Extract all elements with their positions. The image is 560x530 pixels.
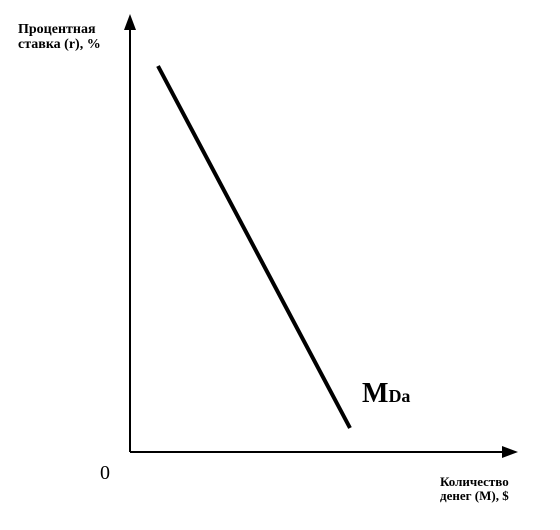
money-demand-chart: Процентная ставка (r), % Количество дене… xyxy=(0,0,560,530)
chart-svg xyxy=(0,0,560,530)
origin-label: 0 xyxy=(100,462,110,484)
curve-label-main: M xyxy=(362,378,388,409)
y-axis-label: Процентная ставка (r), % xyxy=(18,22,101,53)
x-axis-arrow xyxy=(502,446,518,458)
y-axis-label-line2: ставка (r), % xyxy=(18,37,101,52)
x-axis-label-line2: денег (M), $ xyxy=(440,488,509,503)
curve-label: MDa xyxy=(362,378,410,410)
x-axis-label: Количество денег (M), $ xyxy=(440,475,509,504)
y-axis-arrow xyxy=(124,14,136,30)
x-axis-label-line1: Количество xyxy=(440,474,509,489)
demand-curve xyxy=(158,66,350,428)
y-axis-label-line1: Процентная xyxy=(18,22,96,37)
curve-label-sub: Da xyxy=(388,386,410,406)
